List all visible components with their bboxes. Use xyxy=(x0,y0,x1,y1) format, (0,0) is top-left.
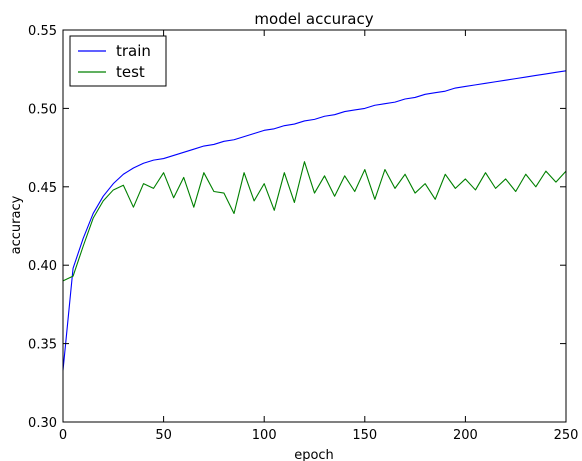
x-tick-label: 100 xyxy=(252,428,277,443)
x-tick-label: 50 xyxy=(155,428,172,443)
x-tick-label: 200 xyxy=(453,428,478,443)
plot-area: 0 50 100 150 200 250 0.30 0.35 0.40 0.45 0.50 0.55 t… xyxy=(28,24,578,443)
series-line-train xyxy=(62,70,567,371)
y-tick-label: 0.45 xyxy=(28,181,57,196)
series-line-test xyxy=(62,161,567,282)
x-tick-label: 250 xyxy=(554,428,579,443)
chart-title: model accuracy xyxy=(254,10,373,28)
y-tick-label: 0.30 xyxy=(28,416,57,431)
plot-frame xyxy=(62,29,567,423)
y-tick-label: 0.50 xyxy=(28,102,57,117)
legend-box xyxy=(69,35,167,87)
y-tick-label: 0.55 xyxy=(28,24,57,39)
legend-label-train: train xyxy=(116,42,151,60)
legend-label-test: test xyxy=(116,63,145,81)
x-axis-label: epoch xyxy=(294,448,334,461)
y-axis-label: accuracy xyxy=(9,195,24,254)
x-tick-label: 150 xyxy=(352,428,377,443)
y-tick-label: 0.40 xyxy=(28,259,57,274)
y-tick-label: 0.35 xyxy=(28,338,57,353)
x-tick-label: 0 xyxy=(59,428,67,443)
